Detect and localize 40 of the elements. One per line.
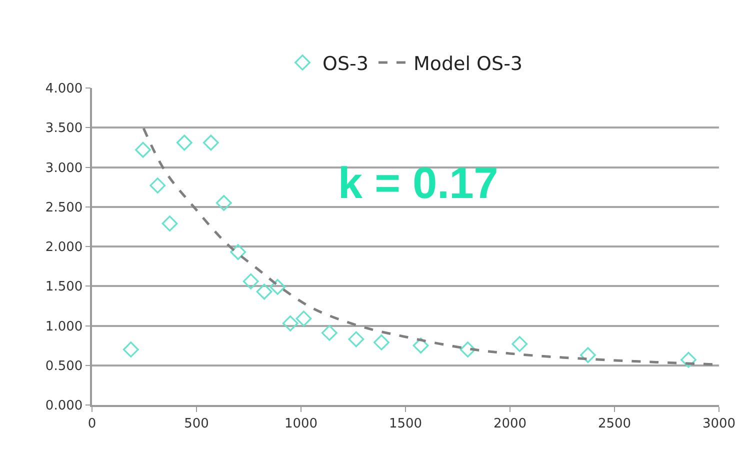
- point: [680, 352, 696, 368]
- point: [216, 194, 232, 211]
- y-tick-label: 1.000: [45, 319, 83, 334]
- point: [282, 315, 298, 332]
- y-tick-label: 0.000: [45, 398, 83, 414]
- point: [176, 134, 192, 151]
- point: [202, 134, 219, 151]
- point: [296, 310, 312, 327]
- point: [230, 244, 246, 260]
- point: [150, 178, 166, 194]
- point: [512, 336, 528, 352]
- point: [374, 334, 390, 350]
- x-tick-label: 1500: [388, 416, 422, 432]
- y-tick-label: 3.000: [45, 160, 83, 176]
- x-tick-label: 3000: [702, 416, 736, 432]
- x-tick-label: 2000: [493, 416, 527, 432]
- y-tick-label: 2.000: [45, 240, 83, 256]
- point: [242, 273, 259, 290]
- annotation: k = 0.17: [338, 159, 498, 208]
- point: [348, 331, 364, 348]
- point: [270, 278, 286, 295]
- point: [412, 338, 429, 354]
- legend-label: Model OS-3: [413, 52, 523, 75]
- x-tick-label: 1000: [284, 416, 318, 432]
- x-tick-label: 0: [88, 416, 96, 432]
- point: [135, 142, 151, 158]
- x-tick-label: 2500: [598, 416, 632, 432]
- point: [460, 342, 476, 358]
- y-tick-label: 4.000: [45, 82, 83, 97]
- legend-label: OS-3: [322, 52, 368, 75]
- y-tick-label: 3.500: [45, 121, 83, 136]
- point: [162, 216, 178, 232]
- y-tick-label: 0.500: [45, 358, 83, 374]
- y-tick-label: 1.500: [45, 280, 83, 295]
- point: [256, 284, 272, 300]
- x-tick-label: 500: [184, 416, 209, 432]
- point: [321, 324, 338, 341]
- point: [122, 342, 139, 358]
- y-tick-label: 2.500: [45, 200, 83, 216]
- point: [580, 347, 596, 364]
